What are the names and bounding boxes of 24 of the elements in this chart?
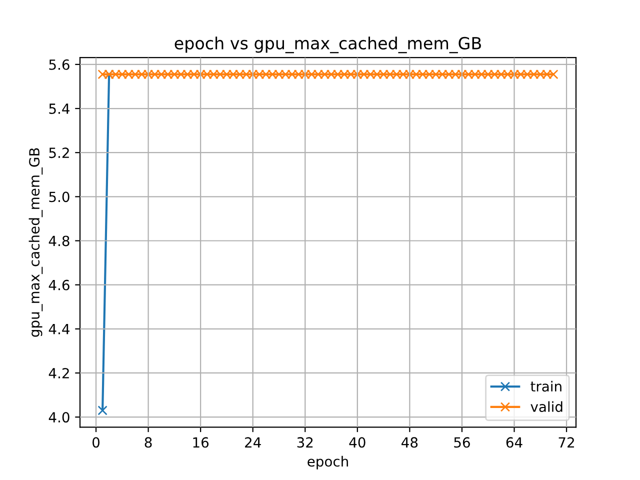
- y-tick-label: 5.6: [49, 59, 70, 70]
- y-tick-label: 5.0: [49, 192, 70, 202]
- x-tick-label: 8: [144, 437, 152, 448]
- x-tick-label: 48: [402, 437, 418, 448]
- x-tick-label: 40: [349, 437, 366, 448]
- x-tick-label: 24: [245, 437, 261, 448]
- legend-label: train: [530, 380, 562, 392]
- x-tick-label: 56: [454, 437, 470, 448]
- y-tick-label: 5.4: [49, 104, 70, 114]
- y-tick-label: 4.6: [48, 280, 70, 290]
- x-tick-label: 64: [506, 437, 522, 448]
- x-tick-label: 16: [193, 437, 209, 448]
- y-tick-label: 5.2: [49, 148, 69, 158]
- x-tick-label: 32: [297, 437, 313, 448]
- y-axis-title: gpu_max_cached_mem_GB: [28, 148, 43, 337]
- y-tick-label: 4.4: [48, 324, 70, 334]
- y-tick-label: 4.8: [48, 236, 70, 246]
- x-tick-label: 0: [92, 437, 100, 448]
- chart-title: epoch vs gpu_max_cached_mem_GB: [174, 36, 481, 54]
- y-tick-label: 4.0: [48, 412, 70, 423]
- x-axis-title: epoch: [308, 456, 348, 470]
- x-tick-label: 72: [558, 437, 574, 448]
- y-tick-label: 4.2: [48, 368, 69, 378]
- legend-label: valid: [530, 401, 562, 412]
